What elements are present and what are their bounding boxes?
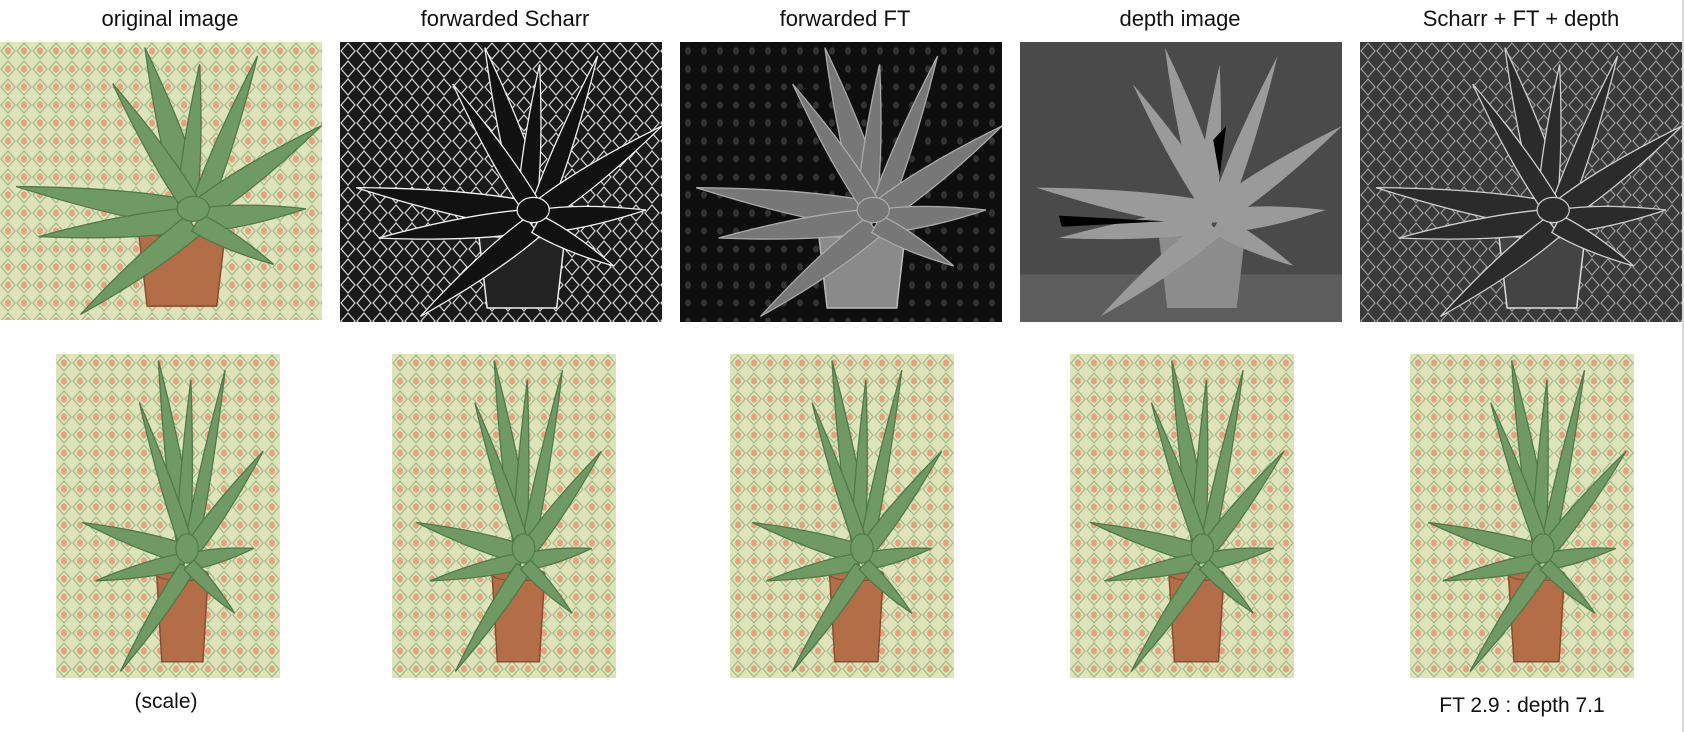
- column-title-depth: depth image: [1119, 6, 1241, 31]
- retarget-depth-panel: [1070, 354, 1294, 678]
- column-title-scharr: forwarded Scharr: [420, 6, 590, 31]
- ft-panel: [680, 42, 1002, 322]
- retarget-scharr-panel: [392, 354, 616, 678]
- depth-image-panel: [1020, 42, 1342, 322]
- combined-panel: [1360, 42, 1682, 322]
- scale-caption: (scale): [134, 690, 198, 713]
- original-image-panel: [0, 42, 322, 320]
- column-title-original: original image: [101, 6, 239, 31]
- ratio-caption: FT 2.9 : depth 7.1: [1439, 694, 1605, 717]
- retarget-combined-panel: [1410, 354, 1634, 678]
- scharr-panel: [340, 42, 662, 322]
- column-title-ft: forwarded FT: [779, 6, 911, 31]
- column-title-combined: Scharr + FT + depth: [1422, 6, 1620, 31]
- retarget-ft-panel: [730, 354, 954, 678]
- page-edge: [1682, 0, 1684, 732]
- retarget-original-panel: [56, 354, 280, 678]
